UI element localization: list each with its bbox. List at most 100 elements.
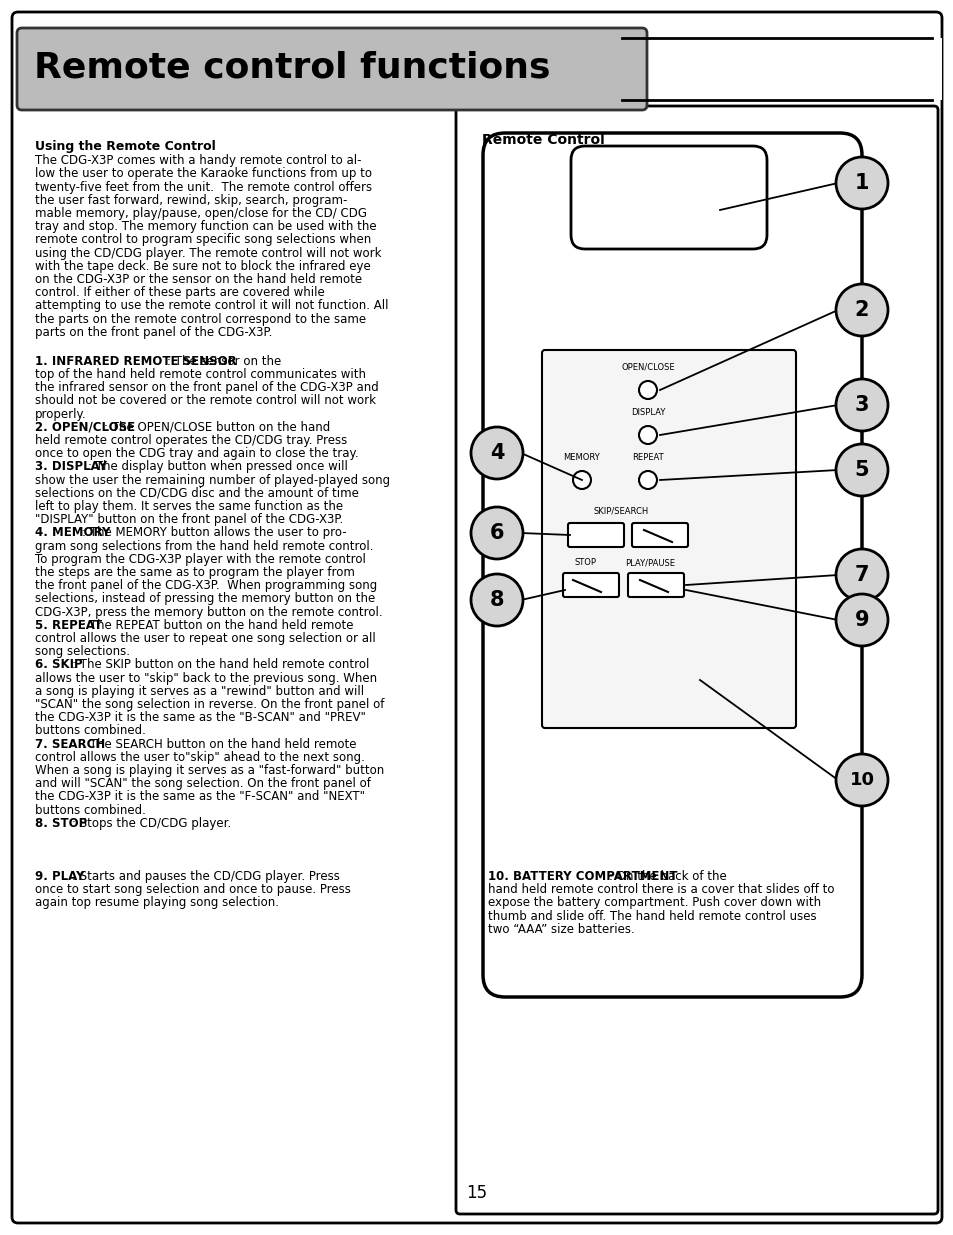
Text: 6. SKIP: 6. SKIP <box>35 658 83 672</box>
Text: remote control to program specific song selections when: remote control to program specific song … <box>35 233 371 247</box>
Text: 5: 5 <box>854 459 868 480</box>
Circle shape <box>835 594 887 646</box>
Text: 4. MEMORY: 4. MEMORY <box>35 526 111 540</box>
Text: 3. DISPLAY: 3. DISPLAY <box>35 461 107 473</box>
Text: PLAY/PAUSE: PLAY/PAUSE <box>624 558 675 567</box>
Text: the CDG-X3P it is the same as the "B-SCAN" and "PREV": the CDG-X3P it is the same as the "B-SCA… <box>35 711 366 724</box>
Text: selections, instead of pressing the memory button on the: selections, instead of pressing the memo… <box>35 593 375 605</box>
Text: two “AAA” size batteries.: two “AAA” size batteries. <box>488 923 634 936</box>
FancyBboxPatch shape <box>562 573 618 597</box>
Text: thumb and slide off. The hand held remote control uses: thumb and slide off. The hand held remot… <box>488 910 816 923</box>
Text: 9: 9 <box>854 610 868 630</box>
Text: 5. REPEAT: 5. REPEAT <box>35 619 102 632</box>
Circle shape <box>835 445 887 496</box>
FancyBboxPatch shape <box>541 350 795 727</box>
Text: the parts on the remote control correspond to the same: the parts on the remote control correspo… <box>35 312 366 326</box>
Text: 8: 8 <box>489 590 504 610</box>
Text: 7: 7 <box>854 564 868 585</box>
Text: 8. STOP: 8. STOP <box>35 816 87 830</box>
FancyBboxPatch shape <box>456 106 937 1214</box>
Text: 3: 3 <box>854 395 868 415</box>
Text: control allows the user to"skip" ahead to the next song.: control allows the user to"skip" ahead t… <box>35 751 364 763</box>
Text: and will "SCAN" the song selection. On the front panel of: and will "SCAN" the song selection. On t… <box>35 777 371 790</box>
FancyBboxPatch shape <box>17 28 646 110</box>
Text: 1. INFRARED REMOTE SENSOR: 1. INFRARED REMOTE SENSOR <box>35 354 236 368</box>
Text: 4: 4 <box>489 443 504 463</box>
FancyBboxPatch shape <box>571 146 766 249</box>
Text: : The display button when pressed once will: : The display button when pressed once w… <box>88 461 347 473</box>
Text: 2: 2 <box>854 300 868 320</box>
Text: Using the Remote Control: Using the Remote Control <box>35 140 215 153</box>
Circle shape <box>835 284 887 336</box>
Circle shape <box>639 382 657 399</box>
Circle shape <box>573 471 590 489</box>
Text: 15: 15 <box>466 1184 487 1202</box>
Text: the infrared sensor on the front panel of the CDG-X3P and: the infrared sensor on the front panel o… <box>35 382 378 394</box>
Text: the CDG-X3P it is the same as the "F-SCAN" and "NEXT": the CDG-X3P it is the same as the "F-SCA… <box>35 790 365 804</box>
Text: show the user the remaining number of played-played song: show the user the remaining number of pl… <box>35 474 390 487</box>
Text: the user fast forward, rewind, skip, search, program-: the user fast forward, rewind, skip, sea… <box>35 194 347 206</box>
Text: When a song is playing it serves as a "fast-forward" button: When a song is playing it serves as a "f… <box>35 764 384 777</box>
Text: expose the battery compartment. Push cover down with: expose the battery compartment. Push cov… <box>488 897 821 909</box>
Text: using the CD/CDG player. The remote control will not work: using the CD/CDG player. The remote cont… <box>35 247 381 259</box>
FancyBboxPatch shape <box>627 573 683 597</box>
Text: the steps are the same as to program the player from: the steps are the same as to program the… <box>35 566 355 579</box>
Circle shape <box>835 755 887 806</box>
Text: gram song selections from the hand held remote control.: gram song selections from the hand held … <box>35 540 374 552</box>
Text: "DISPLAY" button on the front panel of the CDG-X3P.: "DISPLAY" button on the front panel of t… <box>35 514 343 526</box>
Text: allows the user to "skip" back to the previous song. When: allows the user to "skip" back to the pr… <box>35 672 376 684</box>
Text: : The SEARCH button on the hand held remote: : The SEARCH button on the hand held rem… <box>82 737 356 751</box>
Text: buttons combined.: buttons combined. <box>35 725 146 737</box>
Circle shape <box>835 379 887 431</box>
Text: control allows the user to repeat one song selection or all: control allows the user to repeat one so… <box>35 632 375 645</box>
Text: STOP: STOP <box>575 558 597 567</box>
Text: mable memory, play/pause, open/close for the CD/ CDG: mable memory, play/pause, open/close for… <box>35 207 367 220</box>
Text: song selections.: song selections. <box>35 645 130 658</box>
Circle shape <box>835 550 887 601</box>
Text: : The MEMORY button allows the user to pro-: : The MEMORY button allows the user to p… <box>82 526 347 540</box>
Text: DISPLAY: DISPLAY <box>630 408 664 417</box>
Circle shape <box>639 426 657 445</box>
Text: : The SKIP button on the hand held remote control: : The SKIP button on the hand held remot… <box>71 658 369 672</box>
Text: : Stops the CD/CDG player.: : Stops the CD/CDG player. <box>71 816 231 830</box>
Text: 7. SEARCH: 7. SEARCH <box>35 737 105 751</box>
Text: : The REPEAT button on the hand held remote: : The REPEAT button on the hand held rem… <box>82 619 354 632</box>
Text: REPEAT: REPEAT <box>632 453 663 462</box>
Text: buttons combined.: buttons combined. <box>35 804 146 816</box>
Text: Remote Control: Remote Control <box>481 133 604 147</box>
Text: CDG-X3P, press the memory button on the remote control.: CDG-X3P, press the memory button on the … <box>35 605 382 619</box>
Text: : On the back of the: : On the back of the <box>609 869 726 883</box>
Circle shape <box>639 471 657 489</box>
Text: left to play them. It serves the same function as the: left to play them. It serves the same fu… <box>35 500 343 513</box>
FancyBboxPatch shape <box>567 522 623 547</box>
FancyBboxPatch shape <box>631 522 687 547</box>
Text: a song is playing it serves as a "rewind" button and will: a song is playing it serves as a "rewind… <box>35 685 364 698</box>
Text: once to open the CDG tray and again to close the tray.: once to open the CDG tray and again to c… <box>35 447 358 461</box>
Text: 9. PLAY: 9. PLAY <box>35 869 85 883</box>
Circle shape <box>835 157 887 209</box>
Text: the front panel of the CDG-X3P.  When programming song: the front panel of the CDG-X3P. When pro… <box>35 579 376 593</box>
Text: low the user to operate the Karaoke functions from up to: low the user to operate the Karaoke func… <box>35 168 372 180</box>
Text: 10. BATTERY COMPARTMENT: 10. BATTERY COMPARTMENT <box>488 869 677 883</box>
Text: once to start song selection and once to pause. Press: once to start song selection and once to… <box>35 883 351 897</box>
Text: MEMORY: MEMORY <box>563 453 599 462</box>
Text: To program the CDG-X3P player with the remote control: To program the CDG-X3P player with the r… <box>35 553 366 566</box>
Text: with the tape deck. Be sure not to block the infrared eye: with the tape deck. Be sure not to block… <box>35 259 371 273</box>
Text: hand held remote control there is a cover that slides off to: hand held remote control there is a cove… <box>488 883 834 897</box>
Text: attempting to use the remote control it will not function. All: attempting to use the remote control it … <box>35 299 388 312</box>
Text: Remote control functions: Remote control functions <box>34 51 550 85</box>
Text: held remote control operates the CD/CDG tray. Press: held remote control operates the CD/CDG … <box>35 433 347 447</box>
Circle shape <box>471 508 522 559</box>
Text: again top resume playing song selection.: again top resume playing song selection. <box>35 897 278 909</box>
FancyBboxPatch shape <box>12 12 941 1223</box>
Bar <box>621 38 941 100</box>
Text: 6: 6 <box>489 522 504 543</box>
Text: should not be covered or the remote control will not work: should not be covered or the remote cont… <box>35 394 375 408</box>
Text: The CDG-X3P comes with a handy remote control to al-: The CDG-X3P comes with a handy remote co… <box>35 154 361 167</box>
Text: SKIP/SEARCH: SKIP/SEARCH <box>593 506 648 515</box>
Text: 1: 1 <box>854 173 868 193</box>
Text: twenty-five feet from the unit.  The remote control offers: twenty-five feet from the unit. The remo… <box>35 180 372 194</box>
FancyBboxPatch shape <box>482 133 862 997</box>
Text: : Starts and pauses the CD/CDG player. Press: : Starts and pauses the CD/CDG player. P… <box>71 869 339 883</box>
Text: : The OPEN/CLOSE button on the hand: : The OPEN/CLOSE button on the hand <box>104 421 330 433</box>
